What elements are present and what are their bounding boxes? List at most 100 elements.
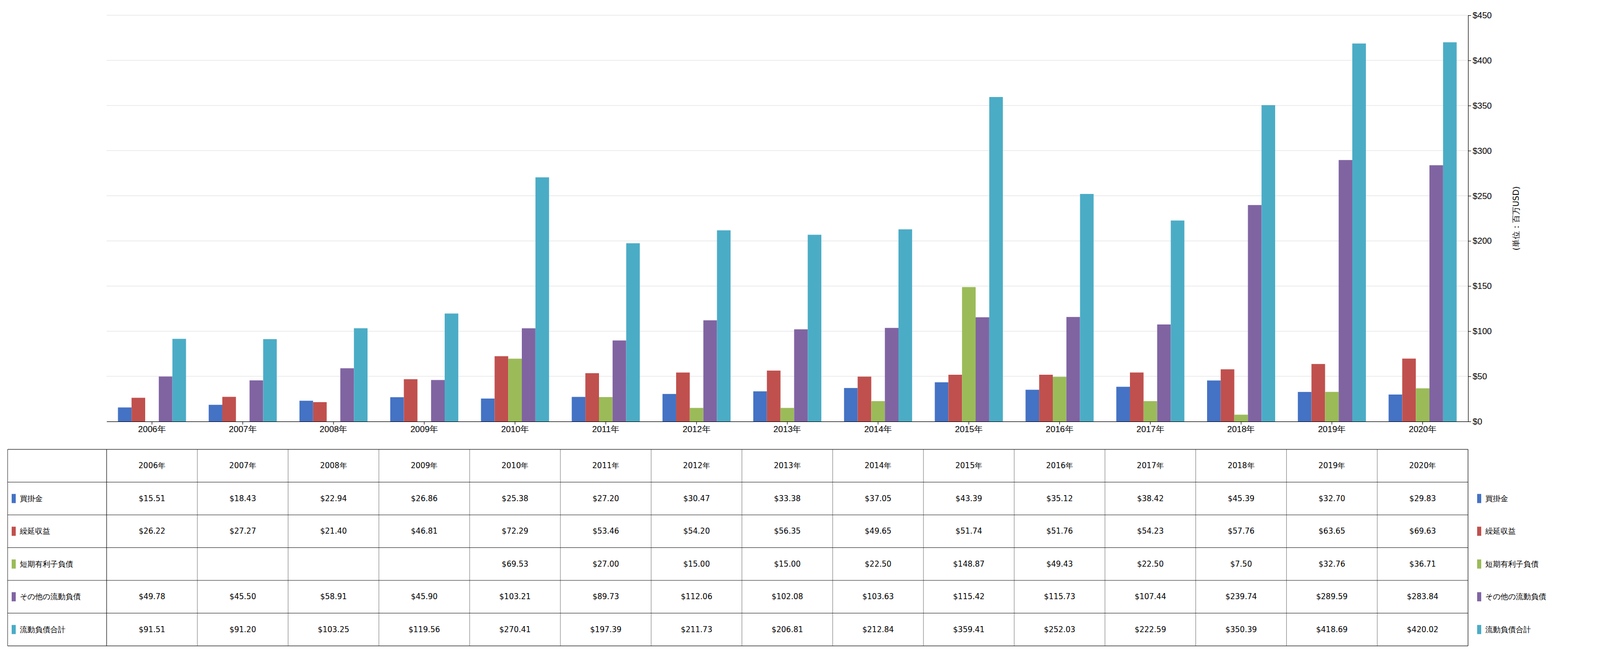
table-value: $89.73: [592, 591, 620, 602]
bar: [222, 396, 237, 422]
table-value: $197.39: [589, 624, 622, 635]
y-tick-label: $450: [1472, 10, 1492, 21]
bar: [430, 379, 445, 422]
table-header: 2010年: [501, 460, 529, 471]
table-col-line: [1014, 449, 1015, 646]
table-value: $27.00: [592, 559, 620, 569]
table-col-line: [1104, 449, 1106, 646]
x-tick-label: 2011年: [592, 424, 620, 435]
table-value: $22.50: [1137, 559, 1164, 569]
y-tick-label: $100: [1472, 326, 1492, 337]
bar: [1143, 401, 1158, 422]
bar: [481, 398, 495, 422]
table-swatch: [11, 624, 16, 635]
bar: [1429, 164, 1444, 422]
bar: [508, 358, 522, 422]
table-row-line: [7, 645, 1469, 647]
table-value: $115.42: [953, 591, 985, 602]
table-value: $107.44: [1134, 591, 1166, 602]
table-value: $26.22: [138, 526, 166, 536]
table-row-label: 流動負債合計: [1485, 624, 1531, 635]
bar: [1352, 43, 1366, 422]
table-value: $420.02: [1407, 624, 1439, 635]
x-tick: 2018年: [1227, 421, 1256, 435]
table-value: $206.81: [771, 624, 804, 635]
y-tick-mark: [1468, 240, 1472, 242]
table-value: $102.08: [771, 591, 804, 602]
table-value: $103.63: [862, 591, 894, 602]
table-header: 2020年: [1409, 460, 1437, 471]
x-tick-label: 2015年: [954, 424, 983, 435]
table-value: $350.39: [1225, 624, 1257, 635]
y-tick-mark: [1468, 15, 1472, 16]
y-tick: $50: [1468, 371, 1487, 382]
bar: [948, 374, 962, 422]
x-tick-label: 2016年: [1045, 424, 1074, 435]
y-tick: $450: [1468, 10, 1492, 21]
bar: [780, 407, 795, 422]
table-value: $91.51: [138, 624, 166, 635]
table-value: $69.53: [501, 559, 529, 569]
table-row-label: 繰延収益: [19, 526, 51, 536]
table-header: 2016年: [1046, 460, 1074, 471]
table-header: 2009年: [410, 460, 438, 471]
table-value: $103.25: [317, 624, 350, 635]
table-col-line: [1286, 449, 1287, 646]
table-value: $45.39: [1227, 493, 1255, 504]
table-swatch: [11, 559, 16, 569]
table-row-label: その他の流動負債: [1485, 591, 1547, 602]
x-tick: 2010年: [501, 421, 529, 435]
bar: [884, 327, 899, 422]
bar: [236, 421, 250, 422]
bar: [676, 372, 690, 422]
table-swatch: [1477, 624, 1482, 635]
table-value: $148.87: [953, 559, 985, 569]
x-tick: 2006年: [138, 421, 166, 435]
bar: [1234, 414, 1249, 422]
x-axis: 2006年2007年2008年2009年2010年2011年2012年2013年…: [107, 421, 1469, 435]
bar: [844, 387, 858, 422]
grid: [106, 15, 1469, 422]
table-row-label: 買掛金: [19, 493, 43, 504]
bar: [494, 355, 509, 422]
bar: [249, 380, 264, 422]
table-header: 2015年: [955, 460, 983, 471]
table-col-line: [741, 449, 743, 646]
table-value: $119.56: [408, 624, 441, 635]
table-value: $32.76: [1318, 559, 1346, 569]
bar: [1297, 391, 1312, 422]
table-value: $36.71: [1409, 559, 1437, 569]
bar: [807, 234, 822, 422]
bar: [1170, 220, 1185, 422]
bar: [585, 373, 599, 422]
bar: [313, 402, 327, 422]
bar: [262, 339, 277, 422]
grid-line: [106, 15, 1469, 16]
table-header: 2012年: [683, 460, 711, 471]
x-tick-label: 2019年: [1317, 424, 1346, 435]
x-tick: 2016年: [1045, 421, 1074, 435]
bar: [753, 391, 768, 422]
table-col-line: [469, 449, 471, 646]
table-col-line: [106, 449, 108, 646]
bar-series: [172, 42, 1457, 422]
table-value: $21.40: [320, 526, 348, 536]
table-value: $38.42: [1137, 493, 1164, 504]
table-row-line: [7, 481, 1469, 483]
table-value: $15.00: [683, 559, 711, 569]
table-value: $26.86: [411, 493, 439, 504]
bar: [961, 286, 976, 422]
table-header: 2017年: [1137, 460, 1164, 471]
table-header: 2014年: [864, 460, 892, 471]
bar-series: [117, 380, 1403, 422]
table-value: $211.73: [680, 624, 713, 635]
y-tick-label: $250: [1472, 190, 1492, 201]
table-swatch: [11, 591, 16, 602]
table-value: $49.43: [1046, 559, 1074, 569]
bar-series: [508, 286, 1430, 422]
chart: 2006年2007年2008年2009年2010年2011年2012年2013年…: [0, 0, 1600, 653]
table-value: $69.63: [1409, 526, 1437, 536]
bar: [793, 329, 808, 422]
bar: [145, 421, 159, 422]
table-value: $115.73: [1043, 591, 1076, 602]
